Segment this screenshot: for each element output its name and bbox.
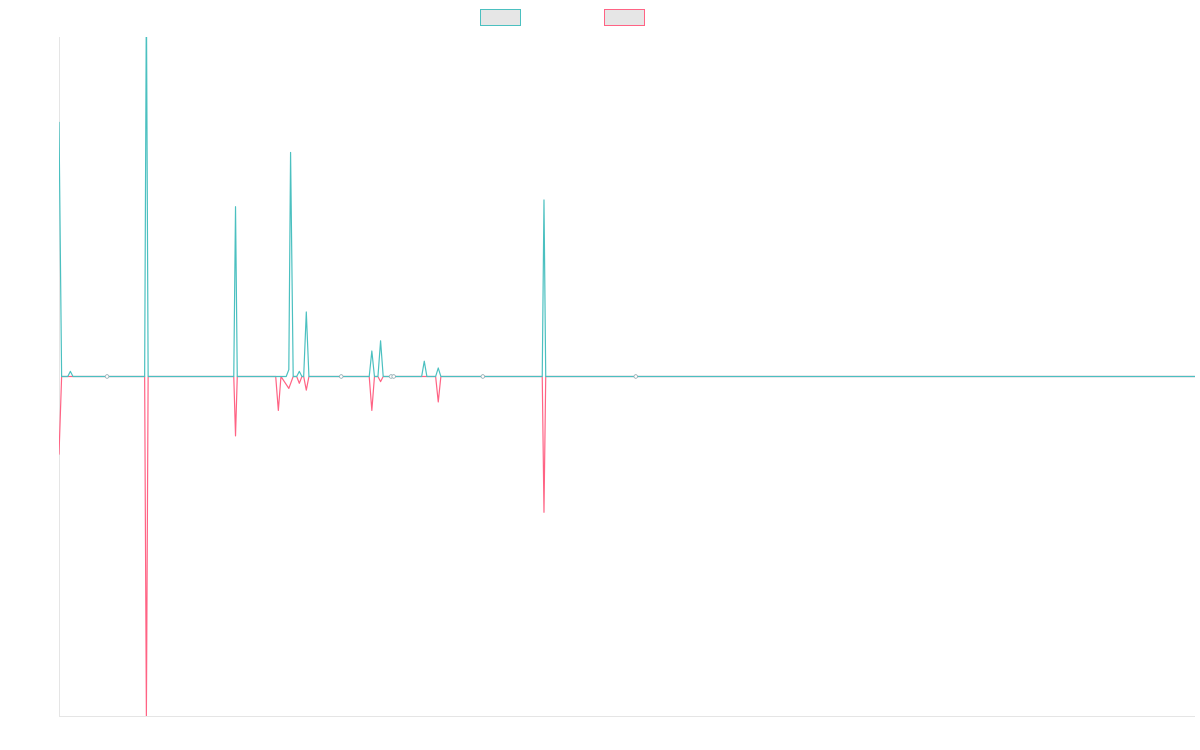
legend-swatch-series-a[interactable]: [480, 9, 521, 26]
data-point-marker[interactable]: [633, 374, 638, 379]
series-line-a[interactable]: [59, 0, 1195, 378]
plot-area: [59, 0, 1195, 717]
data-point-marker[interactable]: [391, 374, 396, 379]
legend-swatch-series-b[interactable]: [604, 9, 645, 26]
data-point-marker[interactable]: [480, 374, 486, 379]
data-point-marker[interactable]: [104, 374, 110, 379]
series-line-b[interactable]: [59, 375, 1195, 717]
data-point-marker[interactable]: [339, 374, 344, 379]
